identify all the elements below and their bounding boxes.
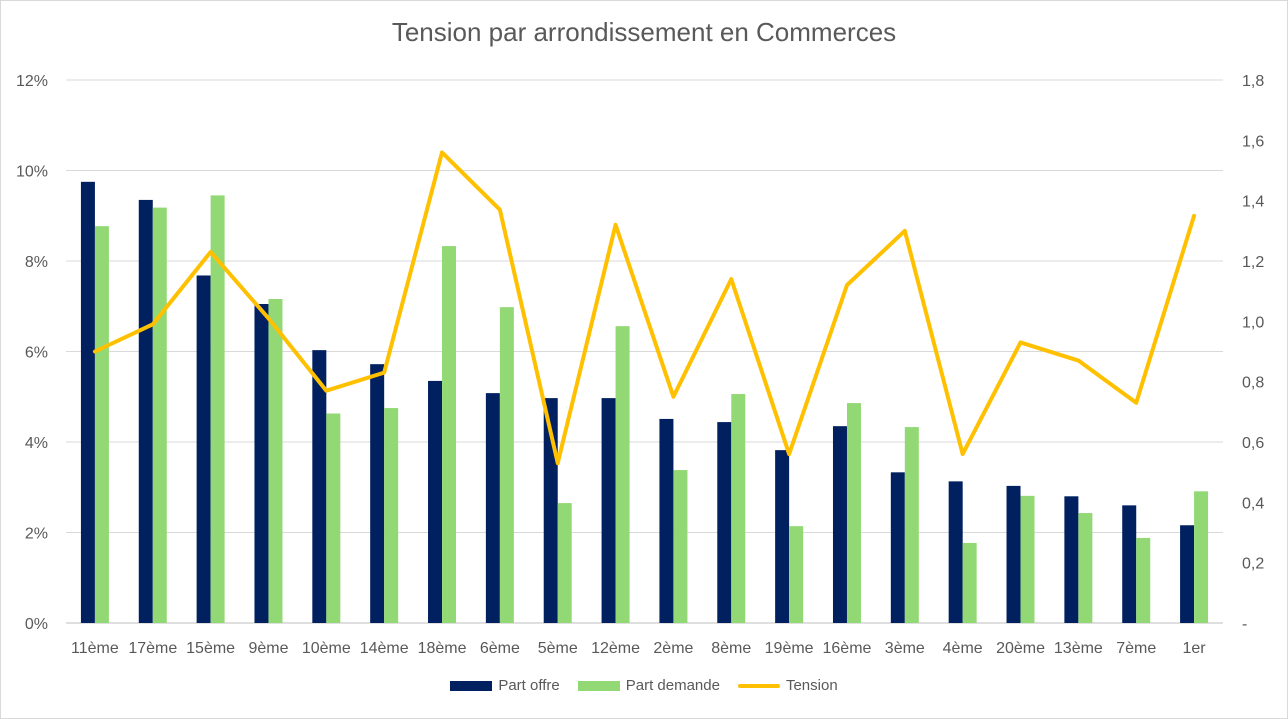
bar-part-demande [904,427,919,623]
bar-part-offre [1006,485,1021,623]
bar-part-offre [138,199,153,623]
x-tick-label: 13ème [1054,640,1103,657]
bar-part-offre [890,472,905,623]
bar-part-demande [557,503,572,623]
bar-part-demande [210,195,225,623]
bar-part-offre [370,364,385,623]
y-left-tick-label: 2% [25,526,48,543]
legend-swatch-tension [737,683,780,688]
x-tick-label: 9ème [248,640,288,657]
y-right-tick-label: 0,6 [1242,435,1264,452]
legend-item-tension: Tension [737,677,838,694]
bar-part-demande [152,207,167,624]
x-tick-label: 19ème [765,640,814,657]
x-tick-label: 18ème [418,640,467,657]
bar-part-demande [326,413,341,623]
bar-part-offre [1064,496,1079,623]
x-tick-label: 8ème [711,640,751,657]
x-tick-label: 4ème [943,640,983,657]
x-tick-label: 7ème [1116,640,1156,657]
x-tick-label: 15ème [186,640,235,657]
x-tick-label: 11ème [71,640,119,657]
chart-legend: Part offre Part demande Tension [1,677,1287,694]
bar-part-offre [1180,525,1195,623]
bar-part-demande [1194,491,1209,623]
y-right-tick-label: 1,0 [1242,314,1264,331]
bar-part-demande [1020,495,1035,623]
legend-item-demande: Part demande [577,677,720,694]
bar-part-offre [196,275,211,623]
bar-part-demande [1078,513,1093,623]
bar-part-demande [442,246,457,623]
bar-part-offre [659,418,674,623]
bar-part-offre [1122,505,1137,623]
legend-label-demande: Part demande [625,677,720,694]
x-tick-label: 14ème [360,640,409,657]
bar-part-offre [717,422,732,623]
y-right-tick-label: 0,2 [1242,556,1264,573]
bar-part-demande [1136,537,1151,623]
chart-title: Tension par arrondissement en Commerces [391,17,897,47]
y-left-tick-label: 8% [25,254,48,271]
x-tick-label: 6ème [480,640,520,657]
y-left-tick-label: 10% [16,164,48,181]
y-left-tick-label: 12% [16,73,48,90]
y-right-tick-label: 1,8 [1242,73,1264,90]
bar-part-offre [80,181,95,623]
bar-part-demande [789,526,804,623]
y-right-tick-label: 1,4 [1242,194,1264,211]
y-left-tick-label: 6% [25,345,48,362]
bar-part-demande [94,226,109,623]
x-tick-label: 17ème [128,640,177,657]
x-tick-label: 20ème [996,640,1045,657]
y-right-tick-label: 1,2 [1242,254,1264,271]
x-tick-label: 2ème [653,640,693,657]
bar-part-demande [731,394,746,623]
legend-swatch-offre [450,680,493,691]
legend-swatch-demande [577,680,620,691]
x-tick-label: 16ème [823,640,872,657]
y-left-tick-label: 4% [25,435,48,452]
bar-part-demande [673,470,688,623]
bar-part-demande [846,403,861,623]
bar-part-offre [948,481,963,623]
y-left-tick-label: 0% [25,616,48,633]
y-right-tick-label: 0,4 [1242,495,1264,512]
x-tick-label: 10ème [302,640,351,657]
x-tick-label: 1er [1183,640,1207,657]
bar-part-offre [312,350,327,623]
legend-item-offre: Part offre [450,677,560,694]
bar-part-demande [615,326,630,623]
bar-part-demande [962,542,977,623]
bar-part-offre [775,450,790,623]
bar-part-offre [428,380,443,623]
legend-label-tension: Tension [785,677,838,694]
y-right-tick-label: 0,8 [1242,375,1264,392]
bar-part-offre [832,426,847,623]
legend-label-offre: Part offre [498,677,560,694]
bar-part-offre [254,303,269,623]
x-tick-label: 12ème [591,640,640,657]
line-tension [92,150,1197,466]
bar-part-demande [499,307,514,623]
y-right-tick-label: 1,6 [1242,133,1264,150]
bar-part-offre [601,398,616,623]
x-tick-label: 3ème [885,640,925,657]
bar-part-offre [485,393,500,623]
y-right-tick-label: - [1242,616,1247,633]
bar-part-demande [268,299,283,623]
x-tick-label: 5ème [538,640,578,657]
bar-part-demande [384,408,399,623]
